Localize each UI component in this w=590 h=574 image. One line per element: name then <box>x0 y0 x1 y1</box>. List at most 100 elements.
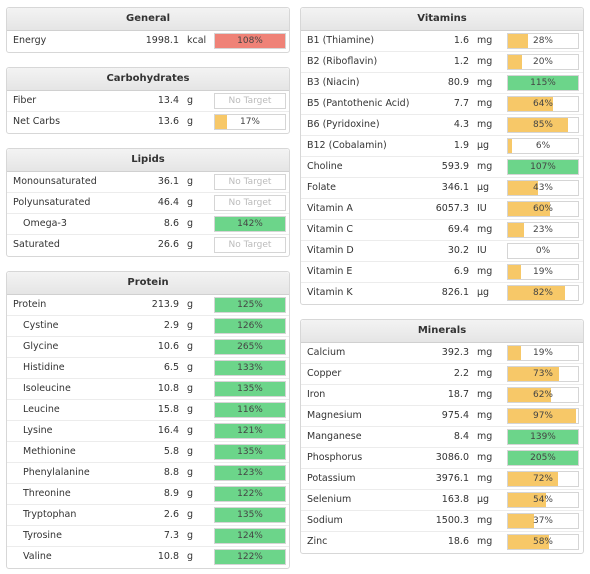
nutrient-row[interactable]: B3 (Niacin) 80.9 mg 115% <box>301 73 583 94</box>
percent-label: 139% <box>530 432 556 442</box>
nutrient-unit: g <box>187 530 194 541</box>
nutrient-name: Monounsaturated <box>13 176 97 187</box>
nutrient-row[interactable]: Omega-3 8.6 g 142% <box>7 214 289 235</box>
progress-fill <box>508 97 553 111</box>
minerals-panel: Minerals Calcium 392.3 mg 19% Copper 2.2 mg 73%… <box>300 319 584 554</box>
nutrient-amount: 3976.1 <box>435 473 469 484</box>
nutrient-row[interactable]: B12 (Cobalamin) 1.9 µg 6% <box>301 136 583 157</box>
nutrient-row[interactable]: Phenylalanine 8.8 g 123% <box>7 463 289 484</box>
nutrient-row[interactable]: Glycine 10.6 g 265% <box>7 337 289 358</box>
nutrient-row[interactable]: Choline 593.9 mg 107% <box>301 157 583 178</box>
nutrient-name: Threonine <box>23 488 71 499</box>
nutrient-row[interactable]: Monounsaturated 36.1 g No Target <box>7 172 289 193</box>
nutrient-amount: 46.4 <box>157 197 179 208</box>
nutrient-name: Isoleucine <box>23 383 71 394</box>
progress-fill <box>508 367 560 381</box>
nutrient-row[interactable]: Histidine 6.5 g 133% <box>7 358 289 379</box>
nutrient-amount: 6.9 <box>453 266 469 277</box>
nutrient-name: Net Carbs <box>13 116 61 127</box>
nutrient-row[interactable]: B6 (Pyridoxine) 4.3 mg 85% <box>301 115 583 136</box>
nutrient-name: Vitamin D <box>307 245 354 256</box>
nutrient-row[interactable]: Zinc 18.6 mg 58% <box>301 532 583 553</box>
nutrient-amount: 6057.3 <box>435 203 469 214</box>
nutrient-amount: 4.3 <box>453 119 469 130</box>
nutrient-row[interactable]: Sodium 1500.3 mg 37% <box>301 511 583 532</box>
progress-fill <box>215 508 285 522</box>
nutrient-row[interactable]: Folate 346.1 µg 43% <box>301 178 583 199</box>
nutrient-unit: mg <box>477 452 493 463</box>
percent-label: 122% <box>237 552 263 562</box>
nutrient-amount: 13.6 <box>157 116 179 127</box>
nutrient-name: Potassium <box>307 473 356 484</box>
percent-label: 64% <box>532 99 553 109</box>
progress-fill <box>508 346 522 360</box>
nutrient-row[interactable]: Tryptophan 2.6 g 135% <box>7 505 289 526</box>
nutrient-row[interactable]: Vitamin K 826.1 µg 82% <box>301 283 583 304</box>
nutrient-amount: 2.6 <box>163 509 179 520</box>
nutrient-amount: 1500.3 <box>435 515 469 526</box>
target-progress-bar: 115% <box>507 75 579 91</box>
nutrient-row[interactable]: Vitamin E 6.9 mg 19% <box>301 262 583 283</box>
nutrient-amount: 392.3 <box>441 347 469 358</box>
nutrient-row[interactable]: Manganese 8.4 mg 139% <box>301 427 583 448</box>
nutrient-row[interactable]: Threonine 8.9 g 122% <box>7 484 289 505</box>
nutrient-name: Saturated <box>13 239 60 250</box>
nutrient-unit: mg <box>477 35 493 46</box>
progress-fill <box>508 451 578 465</box>
nutrient-row[interactable]: Energy 1998.1 kcal 108% <box>7 31 289 52</box>
target-progress-bar: 116% <box>214 402 286 418</box>
nutrient-name: Vitamin E <box>307 266 353 277</box>
nutrient-unit: kcal <box>187 35 207 46</box>
nutrient-amount: 826.1 <box>441 287 469 298</box>
nutrient-row[interactable]: Polyunsaturated 46.4 g No Target <box>7 193 289 214</box>
nutrient-row[interactable]: Vitamin C 69.4 mg 23% <box>301 220 583 241</box>
percent-label: 125% <box>237 300 263 310</box>
nutrient-row[interactable]: Valine 10.8 g 122% <box>7 547 289 568</box>
progress-fill <box>508 430 578 444</box>
nutrient-unit: mg <box>477 347 493 358</box>
nutrient-row[interactable]: Leucine 15.8 g 116% <box>7 400 289 421</box>
nutrient-row[interactable]: Cystine 2.9 g 126% <box>7 316 289 337</box>
nutrient-row[interactable]: Iron 18.7 mg 62% <box>301 385 583 406</box>
nutrient-row[interactable]: Protein 213.9 g 125% <box>7 295 289 316</box>
nutrient-row[interactable]: Saturated 26.6 g No Target <box>7 235 289 256</box>
nutrient-row[interactable]: Net Carbs 13.6 g 17% <box>7 112 289 133</box>
nutrient-unit: mg <box>477 224 493 235</box>
nutrient-row[interactable]: Phosphorus 3086.0 mg 205% <box>301 448 583 469</box>
nutrient-unit: g <box>187 197 194 208</box>
nutrient-name: B3 (Niacin) <box>307 77 360 88</box>
nutrient-row[interactable]: Fiber 13.4 g No Target <box>7 91 289 112</box>
nutrient-row[interactable]: Tyrosine 7.3 g 124% <box>7 526 289 547</box>
nutrient-amount: 163.8 <box>441 494 469 505</box>
nutrient-row[interactable]: Selenium 163.8 µg 54% <box>301 490 583 511</box>
nutrient-unit: g <box>187 95 194 106</box>
nutrient-row[interactable]: B5 (Pantothenic Acid) 7.7 mg 64% <box>301 94 583 115</box>
nutrient-row[interactable]: Magnesium 975.4 mg 97% <box>301 406 583 427</box>
percent-label: 28% <box>532 36 553 46</box>
progress-fill <box>508 472 559 486</box>
nutrient-row[interactable]: B2 (Riboflavin) 1.2 mg 20% <box>301 52 583 73</box>
progress-fill <box>508 223 525 237</box>
nutrient-row[interactable]: Calcium 392.3 mg 19% <box>301 343 583 364</box>
nutrient-row[interactable]: Vitamin D 30.2 IU 0% <box>301 241 583 262</box>
target-progress-bar: 0% <box>507 243 579 259</box>
general-panel: General Energy 1998.1 kcal 108% <box>6 7 290 53</box>
progress-fill <box>508 409 576 423</box>
percent-label: 107% <box>530 162 556 172</box>
nutrient-row[interactable]: Vitamin A 6057.3 IU 60% <box>301 199 583 220</box>
nutrient-row[interactable]: B1 (Thiamine) 1.6 mg 28% <box>301 31 583 52</box>
target-progress-bar: No Target <box>214 195 286 211</box>
nutrient-row[interactable]: Isoleucine 10.8 g 135% <box>7 379 289 400</box>
nutrient-row[interactable]: Potassium 3976.1 mg 72% <box>301 469 583 490</box>
target-progress-bar: 54% <box>507 492 579 508</box>
nutrient-row[interactable]: Methionine 5.8 g 135% <box>7 442 289 463</box>
nutrient-row[interactable]: Copper 2.2 mg 73% <box>301 364 583 385</box>
nutrient-amount: 8.4 <box>453 431 469 442</box>
percent-label: No Target <box>228 240 272 250</box>
percent-label: 142% <box>237 219 263 229</box>
nutrient-name: Sodium <box>307 515 343 526</box>
nutrient-unit: g <box>187 488 194 499</box>
progress-fill <box>508 388 552 402</box>
nutrient-name: Zinc <box>307 536 328 547</box>
nutrient-row[interactable]: Lysine 16.4 g 121% <box>7 421 289 442</box>
